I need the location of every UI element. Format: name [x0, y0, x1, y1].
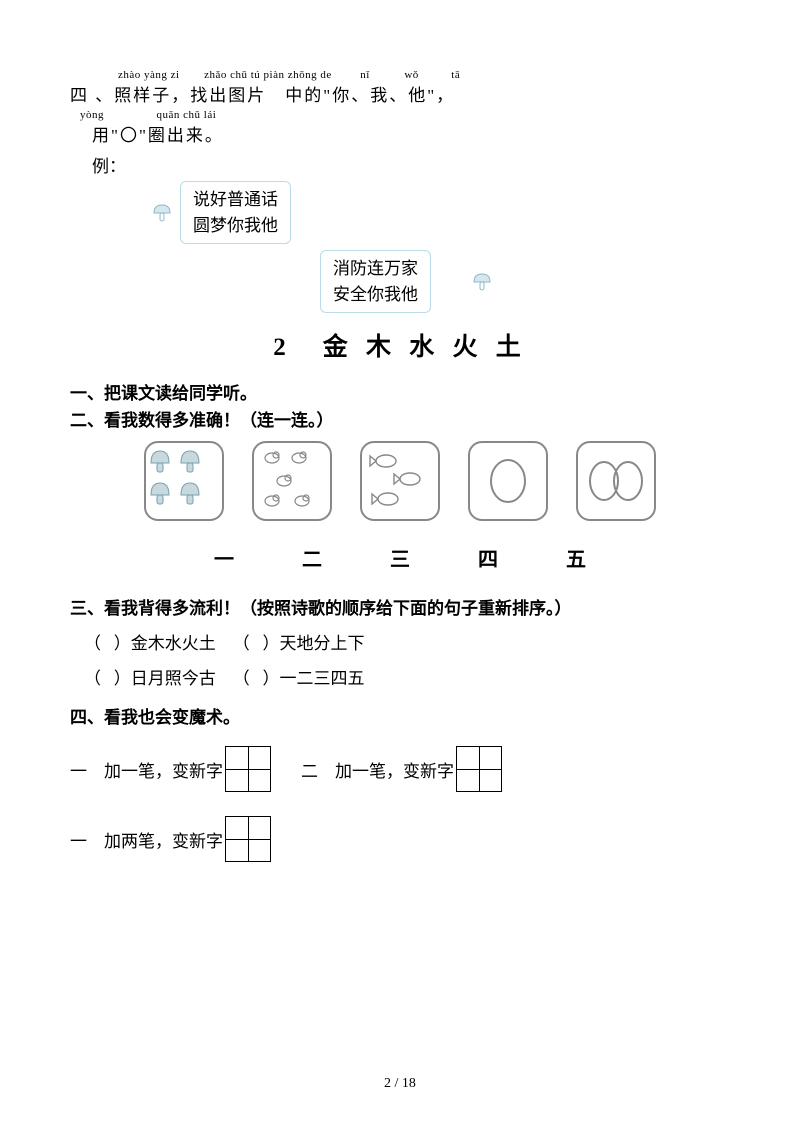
q3-title: 三、看我背得多流利！（按照诗歌的顺序给下面的句子重新排序。）: [70, 594, 730, 619]
sign1-line2: 圆梦你我他: [193, 213, 278, 239]
pinyin: nǐ: [360, 69, 370, 81]
sign2-line1: 消防连万家: [333, 256, 418, 282]
q3-row: （ ）金木水火土 （ ）天地分上下: [84, 629, 730, 654]
mi-grid[interactable]: [225, 816, 271, 862]
pinyin: zhǎo chū tú piàn zhōng de: [204, 69, 332, 81]
sign-2: 消防连万家 安全你我他: [320, 250, 431, 313]
example-label: 例：: [92, 152, 730, 177]
sign2-line2: 安全你我他: [333, 282, 418, 308]
q4-top-line1: 四 、照样子，找出图片 中的"你、我、他"，: [70, 81, 730, 106]
q3-item: 天地分上下: [280, 634, 365, 653]
q4-top-line2: 用"〇"圈出来。: [92, 121, 730, 146]
mi-grid[interactable]: [456, 746, 502, 792]
q1: 一、把课文读给同学听。: [70, 379, 730, 404]
pinyin: yòng: [80, 109, 104, 121]
card-birds: [252, 441, 332, 521]
card-egg-1: [468, 441, 548, 521]
sign1-line1: 说好普通话: [193, 187, 278, 213]
q3-item: 一二三四五: [280, 669, 365, 688]
card-fish: [360, 441, 440, 521]
page-footer: 2 / 18: [0, 1076, 800, 1092]
q3-row: （ ）日月照今古 （ ）一二三四五: [84, 664, 730, 689]
chinese-numeral-row: 一 二 三 四 五: [70, 543, 730, 572]
counting-cards: [70, 441, 730, 521]
q4-text: 二 加一笔，变新字: [301, 757, 454, 782]
cn-num: 四: [478, 543, 498, 572]
q4-text: 一 加两笔，变新字: [70, 827, 223, 852]
q3-item: 日月照今古: [131, 669, 216, 688]
pinyin: zhào yàng zi: [118, 69, 180, 81]
q2: 二、看我数得多准确！（连一连。）: [70, 406, 730, 431]
q4-text: 一 加一笔，变新字: [70, 757, 223, 782]
mushroom-icon: [150, 201, 174, 225]
mi-grid[interactable]: [225, 746, 271, 792]
q3-item: 金木水火土: [131, 634, 216, 653]
pinyin: tā: [451, 69, 460, 81]
cn-num: 二: [302, 543, 322, 572]
pinyin: wǒ: [404, 69, 418, 81]
card-mushrooms: [144, 441, 224, 521]
section-title: 2 金 木 水 火 土: [70, 327, 730, 363]
cn-num: 三: [390, 543, 410, 572]
card-egg-2: [576, 441, 656, 521]
mushroom-icon: [470, 270, 494, 294]
cn-num: 一: [214, 543, 234, 572]
sign-1: 说好普通话 圆梦你我他: [180, 181, 291, 244]
cn-num: 五: [566, 543, 586, 572]
pinyin: quān chū lái: [157, 109, 217, 121]
q4-title: 四、看我也会变魔术。: [70, 703, 730, 728]
